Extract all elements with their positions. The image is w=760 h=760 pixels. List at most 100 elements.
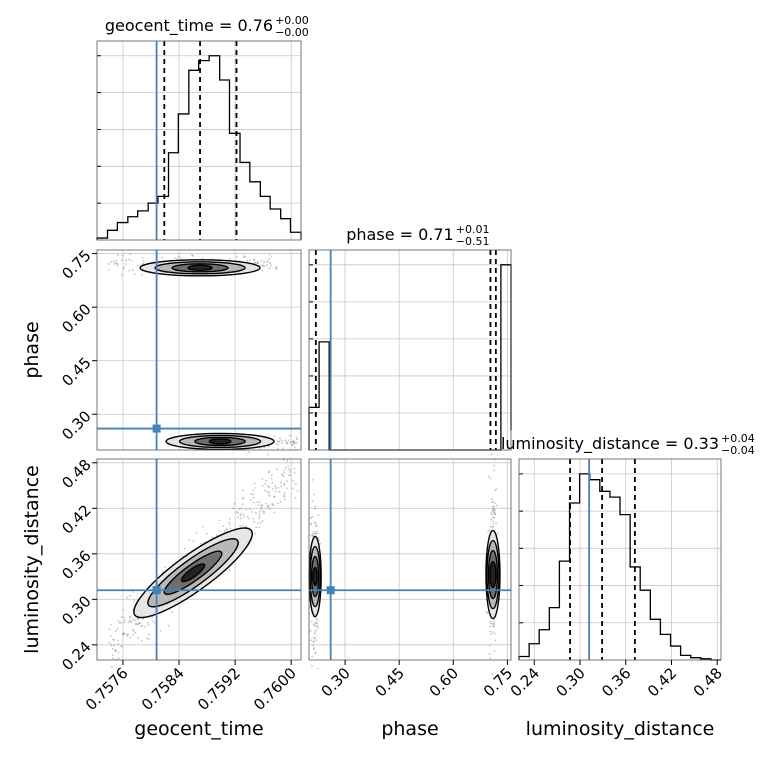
ld-geocent-sample [121,645,124,648]
ld-geocent-sample [147,623,150,626]
ld-geocent-sample [282,475,285,478]
phase-geocent-sample [279,439,282,441]
ld-phase-sample [490,453,493,456]
phase-geocent-sample [259,447,262,449]
ld-geocent-sample [188,538,191,541]
ld-geocent-sample [136,624,139,626]
y-tick-label: 0.24 [58,638,94,674]
ld-phase-sample [493,505,495,508]
ld-geocent-sample [282,494,285,497]
ld-phase-sample [313,647,315,650]
phase-geocent-sample [270,255,273,258]
contour-lower [208,438,232,445]
ld-phase-sample [314,508,317,510]
ld-geocent-sample [257,522,259,525]
ld-phase-sample [314,505,317,508]
hist-phase-frame [308,249,512,451]
ld-phase-sample [311,665,313,667]
ld-phase-sample [318,539,321,541]
ld-geocent-sample [117,651,119,654]
phase-geocent-sample [248,259,251,261]
ld-geocent-sample [218,519,221,522]
truth-marker [326,586,335,595]
ld-phase-sample [495,522,497,525]
ld-phase-sample [312,623,315,626]
phase-geocent-sample [260,269,263,272]
ld-geocent-sample [223,530,226,532]
ld-phase-sample [491,631,494,634]
phase-geocent-sample [289,441,292,444]
ld-geocent-sample [273,496,276,498]
ld-geocent-sample [261,520,264,522]
title-phase: phase = 0.71 +0.01−0.51 [346,223,489,248]
x-tick-label: 0.45 [372,664,408,700]
phase-geocent-sample [161,256,164,259]
x-tick-label: 0.7576 [82,664,132,714]
ld-geocent-sample [229,523,231,526]
ld-geocent-sample [114,649,116,652]
ld-geocent-sample [293,472,296,474]
phase-geocent-sample [292,441,295,444]
ld-geocent-sample [236,510,239,513]
ld-geocent-sample [148,633,150,636]
ld-geocent-sample [260,508,263,511]
ld-phase-sample [493,511,496,514]
ld-phase-sample [316,524,318,527]
ld-phase-sample [487,475,490,478]
y-tick-label: 0.48 [58,456,94,492]
phase-geocent-sample [268,253,271,256]
ld-geocent-sample [132,618,134,621]
ld-phase-sample [493,650,496,652]
ld-phase-sample [309,629,312,632]
ld-geocent-sample [138,622,140,625]
panel-phase-geocent-frame [96,249,302,451]
ld-phase-sample [489,525,492,528]
ld-phase-sample [316,619,319,622]
phase-geocent-sample [253,258,256,261]
ld-geocent-sample [123,621,125,624]
ld-geocent-sample [281,473,284,476]
ld-geocent-sample [268,494,271,497]
ld-geocent-sample [228,521,230,524]
ld-phase-sample [492,625,495,627]
phase-geocent-sample [131,269,134,271]
ld-geocent-sample [144,625,147,628]
ld-geocent-sample [116,627,119,630]
ld-geocent-sample [135,622,137,625]
phase-geocent-sample [277,443,279,446]
ld-geocent-sample [233,502,236,505]
truth-marker [152,586,161,595]
ld-geocent-sample [253,482,256,485]
ld-geocent-sample [167,624,170,627]
contour-upper [187,264,213,272]
phase-geocent-sample [296,438,299,441]
phase-geocent-sample [136,264,139,267]
ld-geocent-sample [114,630,117,632]
phase-geocent-sample [294,446,296,449]
phase-geocent-sample [269,262,272,265]
panel-ld-geocent-frame [96,458,302,661]
ld-geocent-sample [151,615,154,618]
ld-geocent-sample [250,510,253,513]
ld-phase-sample [494,513,497,516]
ld-phase-sample [316,624,319,627]
y-tick-label: 0.30 [58,407,94,443]
ld-phase-sample [314,629,317,632]
ld-geocent-sample [268,491,271,493]
ld-geocent-sample [242,524,244,527]
ld-geocent-sample [117,643,120,645]
ld-geocent-sample [263,510,266,513]
title-geocent_time: geocent_time = 0.76 +0.00−0.00 [105,14,309,39]
title-main: phase = 0.71 [346,225,453,244]
ld-geocent-sample [239,514,242,517]
ld-phase-sample [489,529,492,532]
ld-geocent-sample [260,504,263,507]
ld-phase-sample [491,508,494,511]
title-sub: −0.51 [456,235,490,248]
phase-geocent-sample [129,253,131,255]
ld-geocent-sample [255,526,258,529]
ld-geocent-sample [274,487,277,490]
ld-geocent-sample [284,498,286,501]
ld-geocent-sample [132,591,134,593]
phase-geocent-sample [122,267,125,270]
